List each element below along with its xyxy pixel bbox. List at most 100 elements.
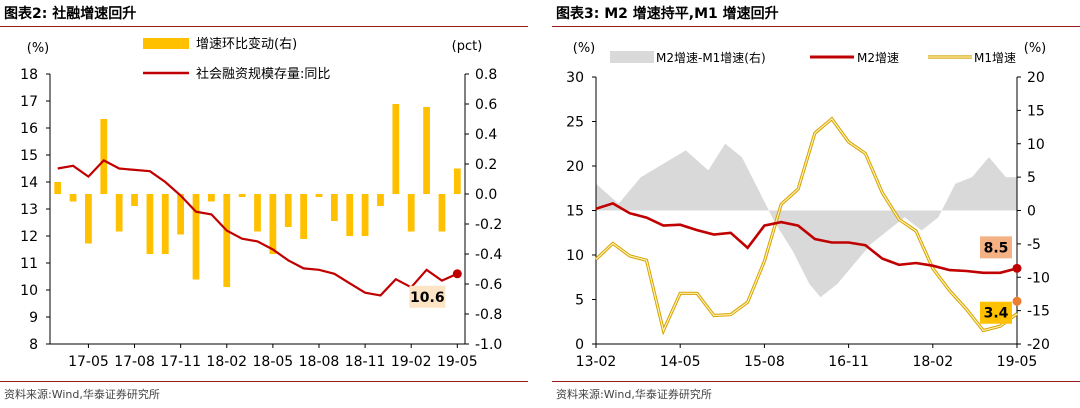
title-divider (552, 26, 1080, 27)
y-tick-label-right: 0.0 (475, 187, 497, 203)
bar-mark (223, 194, 231, 287)
x-tick-label: 19-05 (997, 354, 1038, 370)
bar-mark (69, 194, 77, 202)
point-m1-end (1012, 296, 1022, 306)
y-tick-label-right: 0.4 (475, 127, 497, 143)
legend-swatch-area (610, 51, 654, 63)
line-m2 (595, 201, 1018, 275)
bar-mark (423, 107, 430, 194)
y-tick-label-left: 25 (566, 115, 584, 131)
legend-swatch-bar (143, 38, 189, 49)
y-tick-label-right: -5 (1027, 237, 1041, 253)
data-label: 3.4 (984, 306, 1009, 322)
y-tick-label-right: 10 (1027, 137, 1045, 153)
x-tick-label: 19-05 (437, 354, 478, 370)
chart-m1-m2: 0 5 10 15 20 25 30 -20 -15 -10 -5 0 5 10 15 20 (%) (%) 13-… (566, 41, 1050, 370)
y-tick-label-right: 5 (1027, 170, 1036, 186)
y-tick-label-right: 0 (1027, 204, 1036, 220)
legend-label: M1增速 (974, 51, 1016, 65)
data-label: 10.6 (410, 290, 445, 306)
bar-mark (100, 119, 108, 194)
y-axis-label-right: (%) (1024, 41, 1047, 56)
bar-mark (269, 194, 277, 254)
y-tick-label-right: -0.6 (475, 277, 502, 293)
x-tick-label: 14-05 (660, 354, 701, 370)
line-m1 (595, 117, 1018, 333)
data-label-box (980, 301, 1012, 324)
y-axis-label-right: (pct) (452, 39, 483, 54)
bar-mark (453, 168, 461, 194)
x-tick-label: 15-08 (744, 354, 785, 370)
x-tick-label: 18-11 (345, 354, 386, 370)
point-end-marker (452, 269, 462, 279)
bar-mark (284, 194, 292, 227)
y-tick-label-right: -10 (1027, 270, 1050, 286)
y-axis-label-left: (%) (27, 41, 50, 56)
y-tick-label-right: 0.2 (475, 157, 497, 173)
bar-mark (392, 104, 400, 194)
bar-mark (208, 194, 215, 202)
bar-mark (192, 194, 200, 280)
chart-social-financing: 8 9 10 11 12 13 14 15 16 17 18 -1.0 -0.8 -0.6 -0.4 -0.2… (20, 36, 502, 370)
y-tick-label-left: 16 (20, 121, 38, 137)
bar-mark (161, 194, 169, 254)
x-tick-label: 18-08 (299, 354, 340, 370)
y-tick-label-right: -0.8 (475, 307, 502, 323)
y-tick-label-right: -0.4 (475, 247, 502, 263)
panel-title: 图表2: 社融增速回升 (4, 6, 137, 22)
x-tick-label: 18-02 (912, 354, 953, 370)
y-tick-label-left: 5 (575, 293, 584, 309)
y-tick-label-left: 13 (20, 202, 38, 218)
point-m2-end (1012, 263, 1022, 273)
source-note: 资料来源:Wind,华泰证券研究所 (4, 388, 160, 401)
y-tick-label-left: 20 (566, 159, 584, 175)
source-divider (0, 381, 528, 382)
y-tick-label-left: 0 (575, 337, 584, 353)
bar-mark (177, 194, 185, 235)
source-note: 资料来源:Wind,华泰证券研究所 (556, 388, 712, 401)
y-tick-label-left: 30 (566, 70, 584, 86)
y-tick-label-left: 10 (566, 248, 584, 264)
y-tick-label-left: 12 (20, 229, 38, 245)
line-social-financing (57, 159, 458, 297)
panel-title: 图表3: M2 增速持平,M1 增速回升 (556, 6, 779, 22)
bar-mark (377, 194, 384, 206)
y-tick-label-right: -1.0 (475, 337, 502, 353)
bar-mark (300, 194, 307, 239)
y-tick-label-left: 11 (20, 256, 38, 272)
y-tick-label-left: 14 (20, 175, 38, 191)
data-label-box (409, 285, 446, 308)
y-tick-label-right: -20 (1027, 337, 1050, 353)
y-tick-label-left: 8 (29, 337, 38, 353)
legend-label: 社会融资规模存量:同比 (196, 66, 330, 82)
bar-mark (131, 194, 138, 206)
y-tick-label-right: 0.8 (475, 67, 497, 83)
x-tick-label: 17-08 (114, 354, 155, 370)
y-axis-label-left: (%) (573, 41, 596, 56)
bar-mark (361, 194, 369, 236)
y-tick-label-left: 15 (20, 148, 38, 164)
y-tick-label-left: 18 (20, 67, 38, 83)
y-tick-label-right: 15 (1027, 103, 1045, 119)
x-tick-label: 16-11 (828, 354, 869, 370)
area-m2-minus-m1 (596, 143, 1017, 298)
bar-mark (115, 194, 123, 232)
bar-mark (254, 194, 261, 232)
y-tick-label-right: -0.2 (475, 217, 502, 233)
y-tick-label-left: 10 (20, 283, 38, 299)
bar-mark (315, 194, 323, 197)
bar-mark (346, 194, 354, 236)
chart-panel-right: 图表3: M2 增速持平,M1 增速回升 0 5 10 15 20 25 30 -20 -15 -… (552, 0, 1080, 408)
data-label-box (980, 236, 1012, 259)
bar-mark (330, 194, 338, 221)
legend-label: M2增速 (857, 51, 899, 65)
legend-label: M2增速-M1增速(右) (656, 50, 766, 65)
x-tick-label: 17-11 (160, 354, 201, 370)
chart-panel-left: 图表2: 社融增速回升 8 9 10 11 12 13 14 15 16 17 18 -1.0 -0.8… (0, 0, 528, 408)
title-divider (0, 26, 528, 27)
x-tick-label: 18-02 (206, 354, 247, 370)
x-tick-label: 13-02 (576, 354, 617, 370)
bar-mark (85, 194, 92, 244)
y-tick-label-right: -15 (1027, 304, 1050, 320)
x-tick-label: 19-02 (391, 354, 432, 370)
